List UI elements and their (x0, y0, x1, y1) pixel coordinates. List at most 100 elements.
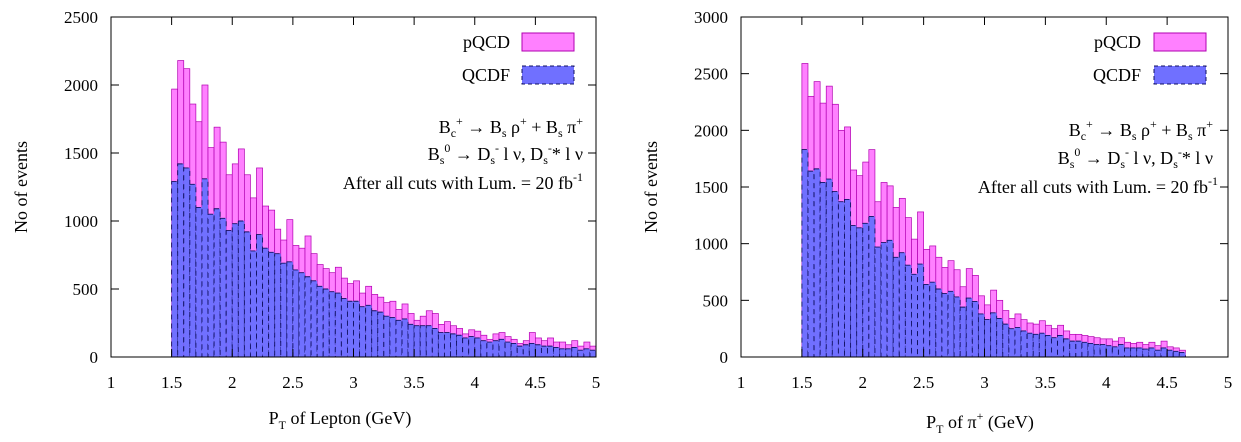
bar-qcdf-43 (1063, 338, 1071, 358)
bar-qcdf-11 (237, 220, 245, 358)
x-tick-label: 3.5 (1035, 373, 1056, 392)
bar-qcdf-53 (492, 340, 500, 358)
bar-qcdf-0 (171, 181, 179, 358)
bar-qcdf-56 (1142, 348, 1150, 358)
annotation-lepton: Bc+ → Bs ρ+ + Bs π+ Bs0 → Ds- l ν, Ds-* … (343, 114, 583, 193)
bar-qcdf-46 (450, 333, 458, 358)
bar-qcdf-50 (1105, 345, 1113, 358)
bar-qcdf-20 (923, 284, 931, 358)
bar-qcdf-37 (395, 319, 403, 358)
bar-qcdf-16 (268, 251, 276, 358)
bar-qcdf-58 (522, 344, 530, 358)
bar-qcdf-8 (850, 225, 858, 358)
bar-qcdf-28 (340, 298, 348, 358)
bar-qcdf-41 (419, 325, 427, 358)
bar-qcdf-30 (353, 300, 361, 358)
histogram-bars-lepton (171, 60, 597, 358)
legend-pion: pQCD QCDF (1093, 32, 1207, 85)
x-tick-label: 4 (471, 373, 480, 392)
bar-qcdf-45 (443, 332, 451, 358)
x-tick-label: 3.5 (404, 373, 425, 392)
x-tick-label: 5 (1224, 373, 1233, 392)
bar-qcdf-67 (577, 349, 585, 358)
y-tick-label: 500 (73, 280, 99, 299)
axes-pion: 1 1.5 2 2.5 3 3.5 4 4.5 5 0 500 1000 1500 2000 2500 300… (694, 8, 1232, 392)
bar-qcdf-2 (813, 168, 821, 358)
bar-qcdf-49 (1099, 344, 1107, 358)
legend-label-qcdf: QCDF (1093, 65, 1141, 85)
bar-qcdf-60 (534, 344, 542, 358)
bar-qcdf-62 (1178, 352, 1186, 358)
chart-panel-lepton: 1 1.5 2 2.5 3 3.5 4 4.5 5 0 500 1000 1500 2000 2500 pQ… (11, 8, 600, 432)
bar-qcdf-1 (177, 163, 185, 358)
bar-qcdf-29 (346, 300, 354, 358)
bar-qcdf-38 (1032, 333, 1040, 358)
legend-label-qcdf: QCDF (462, 65, 510, 85)
bar-qcdf-66 (571, 347, 579, 358)
bar-qcdf-63 (553, 347, 561, 358)
bar-qcdf-62 (547, 345, 555, 358)
bar-qcdf-5 (831, 191, 839, 358)
bar-qcdf-42 (425, 325, 433, 358)
bar-qcdf-56 (510, 342, 518, 358)
bar-qcdf-16 (898, 252, 906, 358)
legend-swatch-pqcd (521, 32, 575, 52)
bar-qcdf-22 (304, 276, 312, 358)
bar-qcdf-7 (844, 199, 852, 358)
bar-qcdf-3 (819, 182, 827, 358)
bar-qcdf-6 (837, 201, 845, 358)
bar-qcdf-15 (892, 256, 900, 358)
x-tick-label: 1 (737, 373, 746, 392)
bar-qcdf-38 (401, 318, 409, 358)
bar-qcdf-25 (322, 288, 330, 358)
x-tick-label: 2 (859, 373, 868, 392)
x-tick-label: 2 (228, 373, 237, 392)
bar-qcdf-59 (1160, 347, 1168, 358)
bar-qcdf-3 (189, 183, 197, 358)
bar-qcdf-24 (947, 290, 955, 358)
bar-qcdf-31 (990, 312, 998, 358)
bar-qcdf-32 (365, 304, 373, 358)
bar-qcdf-14 (256, 234, 264, 358)
y-tick-label: 1000 (64, 212, 98, 231)
bar-qcdf-12 (874, 246, 882, 358)
x-tick-label: 3 (980, 373, 989, 392)
bar-qcdf-2 (183, 167, 191, 358)
bar-qcdf-9 (225, 230, 233, 358)
legend-swatch-pqcd (1153, 32, 1207, 52)
bar-qcdf-51 (480, 340, 488, 358)
y-tick-label: 1500 (694, 178, 728, 197)
bar-qcdf-45 (1075, 340, 1083, 358)
bar-qcdf-27 (334, 292, 342, 358)
bar-qcdf-18 (280, 262, 288, 358)
y-tick-label: 500 (703, 291, 729, 310)
bar-qcdf-10 (862, 222, 870, 358)
x-tick-label: 4.5 (525, 373, 546, 392)
bar-qcdf-41 (1051, 337, 1058, 358)
annotation-line-2: Bs0 → Ds- l ν, Ds-* l ν (1058, 145, 1213, 171)
y-tick-label: 2500 (694, 65, 728, 84)
bar-qcdf-29 (977, 313, 985, 358)
bar-qcdf-34 (1008, 328, 1016, 358)
bar-qcdf-44 (1069, 340, 1077, 358)
bar-qcdf-28 (971, 301, 979, 358)
y-tick-label: 1500 (64, 144, 98, 163)
bar-qcdf-49 (468, 336, 476, 358)
bar-qcdf-59 (528, 342, 536, 358)
bar-qcdf-55 (504, 341, 512, 358)
bar-qcdf-17 (904, 264, 912, 358)
y-tick-label: 2000 (64, 76, 98, 95)
annotation-line-3: After all cuts with Lum. = 20 fb-1 (978, 174, 1218, 197)
bar-qcdf-34 (377, 311, 385, 358)
bar-qcdf-54 (1130, 347, 1138, 358)
bar-qcdf-52 (1117, 344, 1125, 358)
bar-qcdf-37 (1026, 332, 1034, 358)
bar-qcdf-39 (1038, 332, 1046, 358)
x-tick-label: 1.5 (161, 373, 182, 392)
bar-qcdf-44 (437, 332, 445, 358)
x-tick-label: 4.5 (1157, 373, 1178, 392)
bar-qcdf-17 (274, 253, 282, 358)
bar-qcdf-31 (359, 306, 367, 358)
bar-qcdf-8 (219, 217, 227, 358)
bar-qcdf-48 (1093, 344, 1101, 358)
